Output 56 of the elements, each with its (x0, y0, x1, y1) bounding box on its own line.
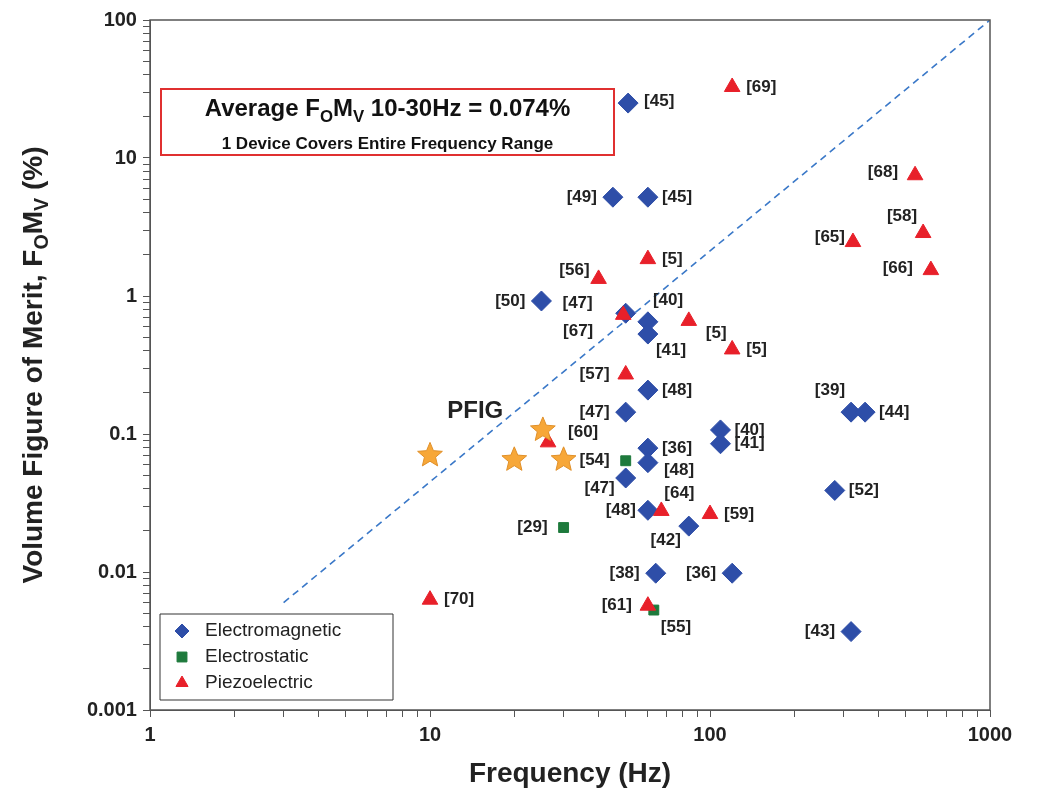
y-tick-label: 1 (125, 283, 137, 306)
x-axis-title: Frequency (Hz) (468, 757, 672, 789)
legend-label: Electromagnetic (205, 619, 342, 641)
annotation: [36] (685, 562, 717, 582)
y-tick-label: 0.001 (86, 697, 137, 720)
annotation: [47] (579, 401, 610, 421)
annotation: [56] (559, 259, 590, 279)
annotation: [47] (584, 477, 615, 497)
annotation: [5] (705, 322, 727, 342)
annotation: [5] (661, 248, 683, 268)
annotation: [48] (605, 499, 636, 519)
annotation: [55] (660, 616, 692, 636)
annotation: [67] (563, 320, 594, 340)
y-tick-label: 0.1 (109, 421, 137, 444)
annotation: [57] (579, 364, 610, 384)
y-tick-label: 100 (103, 7, 137, 30)
annotation: [42] (650, 529, 681, 549)
annotation: [52] (848, 480, 879, 500)
x-tick-label: 10 (418, 722, 442, 745)
annotation: [61] (601, 595, 632, 615)
annotation: [40] (652, 289, 684, 309)
annotation: [54] (579, 450, 610, 470)
annotation: [47] (562, 292, 593, 312)
annotation: [39] (814, 379, 846, 399)
x-tick-label: 1 (144, 722, 156, 745)
annotation: [59] (724, 503, 755, 523)
annotation: [48] (663, 460, 695, 480)
annotation: [38] (609, 562, 640, 582)
annotation: [49] (566, 186, 597, 206)
annotation: [69] (746, 76, 777, 96)
legend-label: Electrostatic (205, 645, 309, 667)
annotation: Average F$_{O}$M$_{V}$ 10-30Hz = 0.074% (203, 93, 572, 128)
annotation: [5] (746, 339, 767, 359)
annotation: [58] (886, 205, 918, 225)
annotation: [45] (644, 90, 675, 110)
annotation: [43] (804, 621, 836, 641)
annotation: [48] (661, 379, 693, 399)
annotation: 1 Device Covers Entire Frequency Range (220, 132, 555, 155)
annotation: [45] (661, 186, 693, 206)
annotation: [41] (655, 339, 687, 359)
annotation: PFIG (447, 396, 504, 424)
y-tick-label: 10 (114, 145, 137, 168)
annotation: [66] (882, 257, 913, 277)
legend-label: Piezoelectric (205, 671, 313, 693)
x-tick-label: 1000 (967, 722, 1013, 745)
annotation: [68] (867, 161, 899, 181)
x-tick-label: 100 (693, 722, 727, 745)
annotation: [64] (664, 482, 695, 502)
annotation: [44] (879, 401, 910, 421)
annotation: [70] (444, 589, 475, 609)
y-tick-label: 0.01 (98, 559, 137, 582)
annotation: [29] (517, 517, 548, 537)
annotation: [50] (495, 290, 526, 310)
annotation: [36] (661, 437, 693, 457)
annotation: [60] (568, 422, 599, 442)
annotation: [65] (814, 226, 845, 246)
